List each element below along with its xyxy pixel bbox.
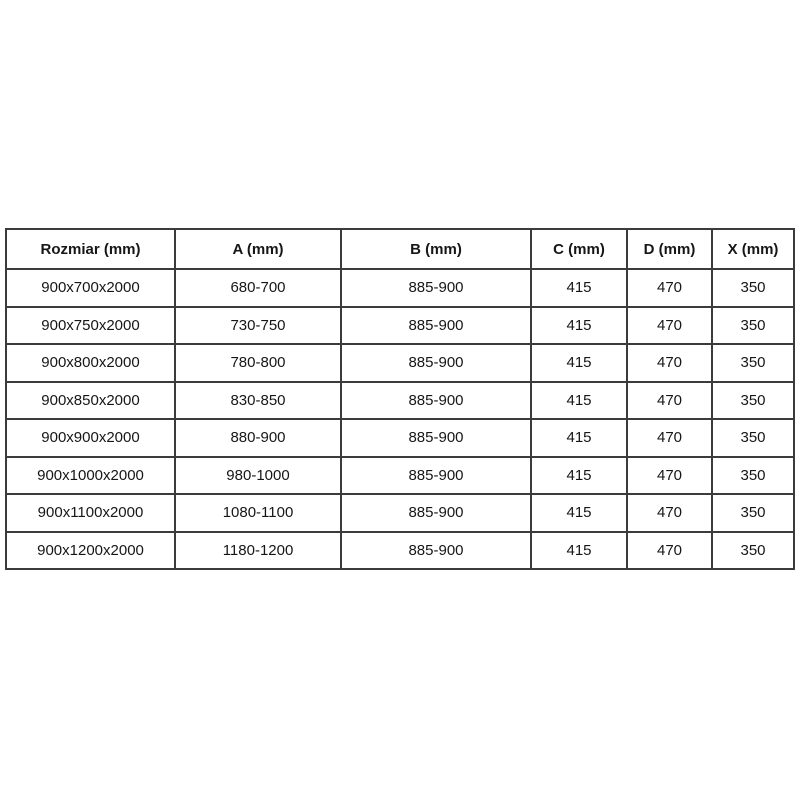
table-cell: 780-800 xyxy=(174,343,342,383)
table-cell: 900x900x2000 xyxy=(5,418,176,458)
table-cell: 350 xyxy=(711,343,795,383)
table-cell: 470 xyxy=(626,305,713,345)
table-cell: 900x1100x2000 xyxy=(5,493,176,533)
table-cell: 830-850 xyxy=(174,380,342,420)
table-row: 900x750x2000 730-750 885-900 415 470 350 xyxy=(5,305,795,345)
column-header-d: D (mm) xyxy=(626,228,713,270)
table-row: 900x700x2000 680-700 885-900 415 470 350 xyxy=(5,268,795,308)
table-cell: 1180-1200 xyxy=(174,530,342,570)
table-cell: 680-700 xyxy=(174,268,342,308)
table-cell: 885-900 xyxy=(340,455,532,495)
table-cell: 885-900 xyxy=(340,343,532,383)
table-cell: 415 xyxy=(530,343,628,383)
table-cell: 470 xyxy=(626,418,713,458)
table-cell: 900x750x2000 xyxy=(5,305,176,345)
column-header-rozmiar: Rozmiar (mm) xyxy=(5,228,176,270)
table-cell: 415 xyxy=(530,305,628,345)
table-cell: 470 xyxy=(626,380,713,420)
table-cell: 470 xyxy=(626,530,713,570)
table-cell: 885-900 xyxy=(340,530,532,570)
table-cell: 415 xyxy=(530,530,628,570)
table-body: 900x700x2000 680-700 885-900 415 470 350 900x7… xyxy=(5,268,795,570)
table-cell: 730-750 xyxy=(174,305,342,345)
table-cell: 900x700x2000 xyxy=(5,268,176,308)
table-cell: 470 xyxy=(626,493,713,533)
table-cell: 350 xyxy=(711,268,795,308)
table-cell: 900x850x2000 xyxy=(5,380,176,420)
table-cell: 885-900 xyxy=(340,380,532,420)
table-cell: 350 xyxy=(711,305,795,345)
column-header-b: B (mm) xyxy=(340,228,532,270)
table-cell: 900x1000x2000 xyxy=(5,455,176,495)
table-cell: 470 xyxy=(626,343,713,383)
table-cell: 415 xyxy=(530,493,628,533)
table-cell: 470 xyxy=(626,455,713,495)
table-cell: 415 xyxy=(530,418,628,458)
table-row: 900x1200x2000 1180-1200 885-900 415 470 350 xyxy=(5,530,795,570)
header-row: Rozmiar (mm) A (mm) B (mm) C (mm) D (mm)… xyxy=(5,228,795,270)
table-cell: 470 xyxy=(626,268,713,308)
table-cell: 350 xyxy=(711,418,795,458)
table-cell: 885-900 xyxy=(340,493,532,533)
table-cell: 350 xyxy=(711,380,795,420)
table-cell: 350 xyxy=(711,455,795,495)
table-cell: 350 xyxy=(711,530,795,570)
table-row: 900x900x2000 880-900 885-900 415 470 350 xyxy=(5,418,795,458)
table-cell: 415 xyxy=(530,268,628,308)
table-cell: 885-900 xyxy=(340,418,532,458)
table-row: 900x850x2000 830-850 885-900 415 470 350 xyxy=(5,380,795,420)
table-cell: 885-900 xyxy=(340,268,532,308)
table-cell: 880-900 xyxy=(174,418,342,458)
table-cell: 885-900 xyxy=(340,305,532,345)
table-row: 900x1100x2000 1080-1100 885-900 415 470 350 xyxy=(5,493,795,533)
table-row: 900x800x2000 780-800 885-900 415 470 350 xyxy=(5,343,795,383)
size-spec-table: Rozmiar (mm) A (mm) B (mm) C (mm) D (mm)… xyxy=(5,228,795,570)
table-cell: 980-1000 xyxy=(174,455,342,495)
column-header-x: X (mm) xyxy=(711,228,795,270)
column-header-c: C (mm) xyxy=(530,228,628,270)
table-cell: 900x1200x2000 xyxy=(5,530,176,570)
table-cell: 415 xyxy=(530,380,628,420)
table-cell: 415 xyxy=(530,455,628,495)
column-header-a: A (mm) xyxy=(174,228,342,270)
table-cell: 350 xyxy=(711,493,795,533)
table-row: 900x1000x2000 980-1000 885-900 415 470 350 xyxy=(5,455,795,495)
table-cell: 1080-1100 xyxy=(174,493,342,533)
table-cell: 900x800x2000 xyxy=(5,343,176,383)
